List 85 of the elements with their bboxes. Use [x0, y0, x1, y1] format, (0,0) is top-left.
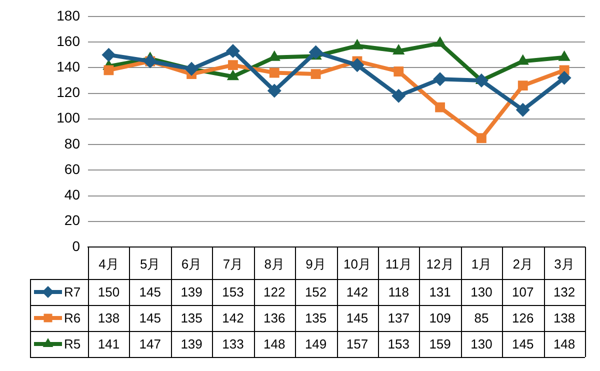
legend-label: R5 [64, 336, 81, 352]
data-label: 153 [222, 284, 244, 300]
point [310, 69, 321, 79]
data-label: 147 [139, 336, 161, 352]
point [351, 38, 364, 50]
data-label: 148 [264, 336, 286, 352]
data-label: 141 [98, 336, 120, 352]
data-label: 145 [512, 336, 534, 352]
legend-label: R7 [64, 284, 81, 300]
y-tick-label: 20 [64, 212, 80, 228]
data-label: 159 [429, 336, 451, 352]
x-tick-label: 3月 [554, 256, 574, 272]
data-label: 142 [222, 310, 244, 326]
data-label: 136 [264, 310, 286, 326]
point [557, 70, 572, 85]
x-tick-label: 1月 [471, 256, 492, 272]
data-label: 109 [429, 310, 451, 326]
legend-label: R6 [64, 310, 81, 326]
data-label: 138 [98, 310, 120, 326]
point [228, 60, 238, 70]
point [394, 66, 404, 76]
point [474, 73, 488, 88]
point [392, 88, 406, 103]
x-tick-label: 9月 [306, 256, 326, 272]
x-tick-label: 11月 [385, 256, 412, 272]
x-tick-label: 8月 [264, 256, 284, 272]
data-label: 85 [474, 310, 489, 326]
point [226, 44, 240, 58]
data-label: 122 [264, 284, 286, 300]
data-label: 138 [553, 310, 576, 326]
point [516, 102, 530, 117]
data-label: 135 [180, 310, 202, 326]
data-label: 131 [429, 284, 451, 300]
point [476, 133, 486, 144]
point [435, 102, 445, 112]
y-tick-label: 80 [64, 135, 80, 152]
data-label: 148 [553, 336, 576, 352]
x-tick-label: 12月 [426, 256, 454, 272]
x-tick-label: 6月 [181, 256, 202, 272]
data-label: 126 [512, 310, 534, 326]
y-tick-label: 140 [56, 58, 80, 75]
data-label: 152 [304, 284, 327, 300]
data-label: 133 [222, 336, 244, 352]
data-label: 145 [139, 310, 161, 326]
data-label: 149 [304, 336, 327, 352]
point [433, 72, 448, 86]
data-label: 130 [470, 284, 492, 300]
y-tick-label: 0 [72, 238, 80, 254]
data-label: 107 [512, 284, 534, 300]
data-label: 137 [388, 310, 410, 326]
point [104, 65, 114, 76]
point [102, 48, 116, 62]
data-label: 135 [304, 310, 327, 326]
x-tick-label: 4月 [98, 256, 119, 272]
data-label: 145 [139, 284, 161, 300]
data-label: 145 [346, 310, 368, 326]
data-label: 132 [553, 284, 576, 300]
point [558, 50, 570, 61]
data-label: 118 [388, 284, 409, 300]
data-label: 139 [180, 336, 202, 352]
data-label: 142 [346, 284, 368, 300]
x-tick-label: 10月 [343, 256, 371, 272]
y-tick-label: 120 [56, 84, 80, 100]
point [308, 45, 323, 60]
point [269, 68, 280, 78]
data-label: 130 [470, 336, 492, 352]
data-label: 139 [180, 284, 202, 300]
y-tick-label: 100 [56, 110, 80, 126]
x-tick-label: 2月 [512, 256, 533, 272]
point [226, 70, 240, 80]
data-label: 157 [346, 336, 368, 352]
y-tick-label: 40 [64, 186, 80, 203]
point [184, 62, 199, 76]
point [434, 36, 446, 47]
y-tick-label: 160 [56, 32, 80, 49]
x-tick-label: 7月 [222, 256, 244, 272]
data-label: 153 [388, 336, 410, 352]
y-tick-label: 180 [56, 7, 80, 24]
point [350, 58, 364, 72]
data-label: 150 [98, 284, 120, 300]
point [267, 84, 282, 98]
point [518, 80, 528, 91]
x-tick-label: 5月 [140, 256, 160, 272]
y-tick-label: 60 [64, 160, 80, 177]
point [392, 44, 405, 54]
